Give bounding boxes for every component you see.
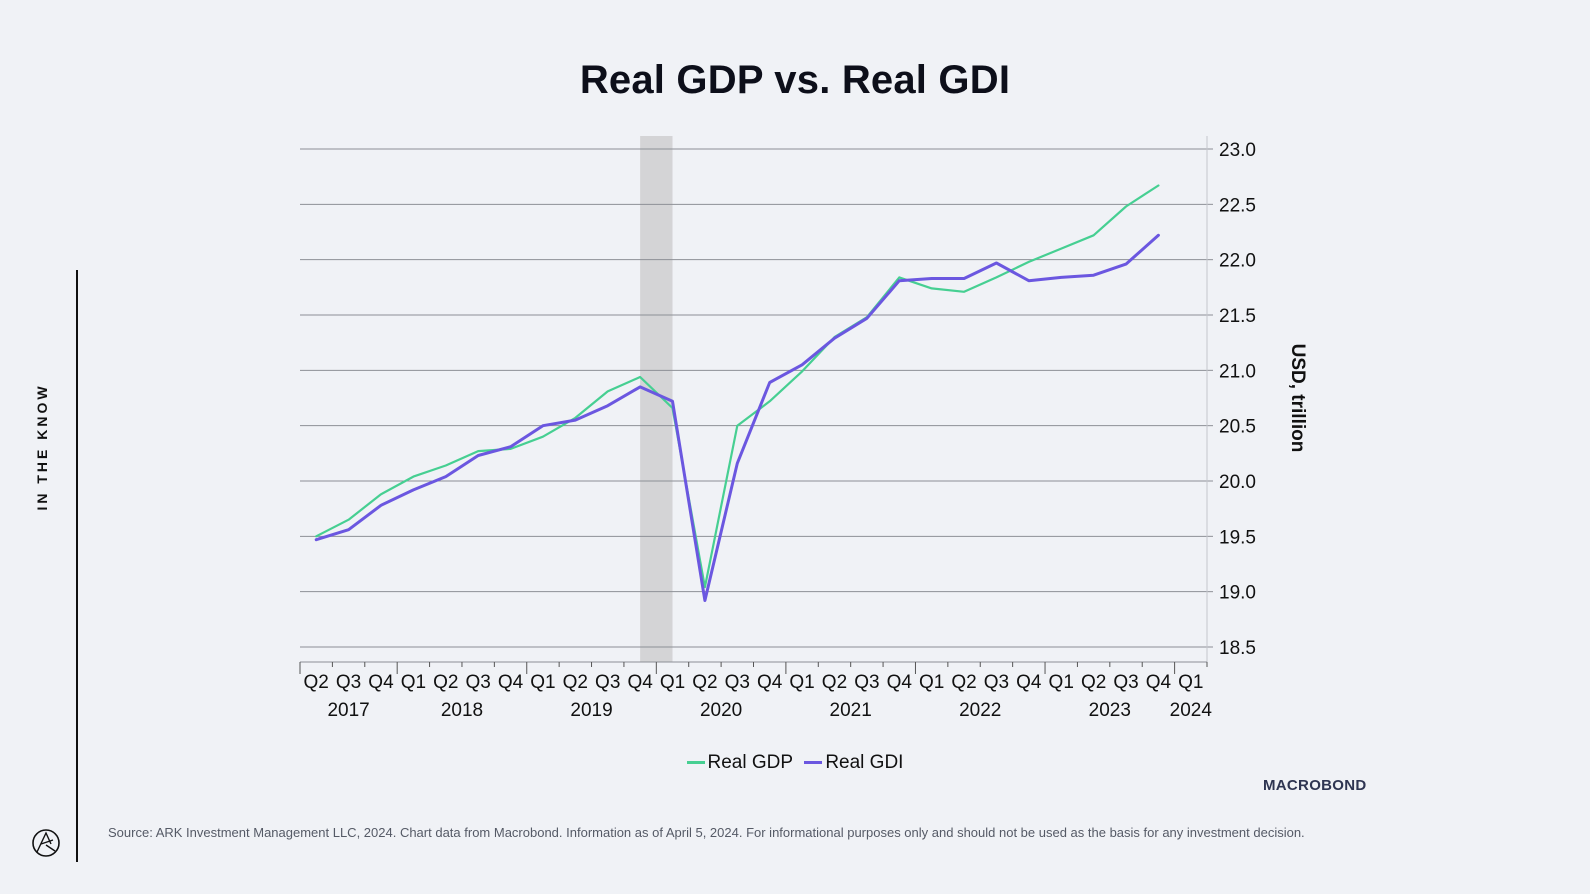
x-quarter-label: Q2: [304, 672, 329, 693]
x-quarter-label: Q2: [433, 672, 458, 693]
y-tick-label: 19.0: [1219, 583, 1256, 604]
x-year-label: 2022: [959, 700, 1001, 721]
x-quarter-label: Q4: [368, 672, 394, 693]
x-quarter-label: Q3: [984, 672, 1009, 693]
tick-labels: 23.0 22.5 22.0 21.5 21.0 20.5 20.0 19.5 19.0 18.5…: [304, 140, 1256, 721]
x-year-label: 2018: [441, 700, 483, 721]
x-quarter-label: Q1: [660, 672, 685, 693]
x-quarter-label: Q2: [692, 672, 717, 693]
x-quarter-label: Q3: [1113, 672, 1138, 693]
x-quarter-label: Q2: [563, 672, 588, 693]
y-tick-label: 19.5: [1219, 527, 1256, 548]
x-year-label: 2017: [327, 700, 369, 721]
gridlines: [300, 148, 1213, 648]
x-quarter-label: Q2: [1081, 672, 1106, 693]
x-year-label: 2021: [830, 700, 872, 721]
macrobond-watermark: MACROBOND: [1263, 777, 1367, 794]
x-year-label: 2024: [1170, 700, 1213, 721]
x-quarter-label: Q3: [595, 672, 620, 693]
x-quarter-label: Q1: [919, 672, 944, 693]
legend: Real GDP Real GDI: [0, 748, 1590, 774]
series-line-real-gdp: [315, 184, 1160, 589]
x-quarter-label: Q1: [789, 672, 814, 693]
series-lines: [314, 184, 1160, 602]
x-quarter-label: Q4: [1016, 672, 1042, 693]
x-quarter-label: Q1: [1178, 672, 1203, 693]
x-quarter-label: Q3: [336, 672, 361, 693]
x-quarter-label: Q2: [822, 672, 847, 693]
legend-label-real-gdi: Real GDI: [825, 751, 904, 773]
x-year-label: 2020: [700, 700, 742, 721]
series-line-real-gdi: [314, 233, 1160, 602]
y-tick-label: 21.5: [1219, 306, 1256, 327]
x-quarter-label: Q3: [725, 672, 750, 693]
y-tick-label: 20.5: [1219, 417, 1256, 438]
x-quarter-label: Q1: [1049, 672, 1074, 693]
y-tick-label: 20.0: [1219, 472, 1256, 493]
x-quarter-label: Q1: [401, 672, 426, 693]
axes: [299, 136, 1208, 674]
y-axis-label: USD, trillion: [1287, 344, 1308, 453]
x-quarter-label: Q4: [887, 672, 913, 693]
x-year-label: 2023: [1089, 700, 1131, 721]
x-quarter-label: Q3: [854, 672, 879, 693]
x-quarter-label: Q3: [465, 672, 490, 693]
legend-swatch-real-gdp: [686, 761, 705, 764]
ark-logo-icon: [32, 829, 60, 857]
legend-item-real-gdp[interactable]: Real GDP: [686, 751, 794, 774]
x-quarter-label: Q2: [951, 672, 976, 693]
y-tick-label: 21.0: [1219, 361, 1256, 382]
x-quarter-label: Q4: [757, 672, 783, 693]
y-tick-label: 22.5: [1219, 195, 1256, 216]
source-note: Source: ARK Investment Management LLC, 2…: [108, 825, 1305, 840]
y-tick-label: 22.0: [1219, 251, 1256, 272]
y-tick-label: 23.0: [1219, 140, 1256, 161]
chart-title: Real GDP vs. Real GDI: [579, 58, 1011, 102]
x-quarter-label: Q4: [498, 672, 524, 693]
side-divider: [76, 270, 78, 862]
y-tick-label: 18.5: [1219, 638, 1256, 659]
x-quarter-label: Q4: [1146, 672, 1172, 693]
side-label: IN THE KNOW: [34, 383, 50, 511]
legend-swatch-real-gdi: [804, 761, 823, 764]
legend-item-real-gdi[interactable]: Real GDI: [804, 752, 903, 774]
x-quarter-label: Q4: [627, 672, 653, 693]
legend-label-real-gdp: Real GDP: [707, 751, 794, 773]
x-year-label: 2019: [570, 700, 612, 721]
x-quarter-label: Q1: [530, 672, 555, 693]
